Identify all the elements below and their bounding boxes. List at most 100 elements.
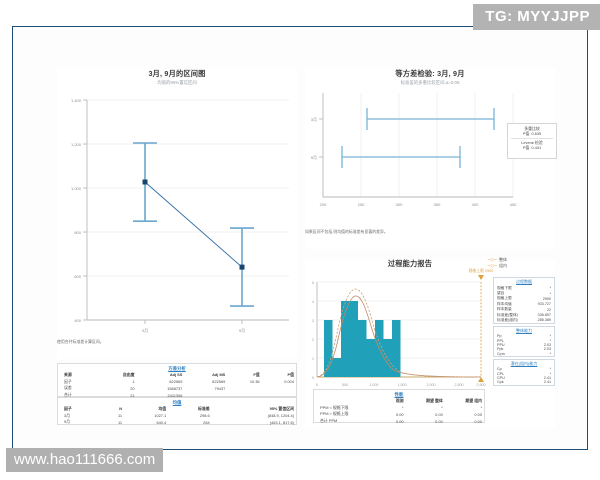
list-item: 规格上限 2900 [494,296,554,301]
interval-plot-footnote: 使用合并标准差计算区间。 [57,339,104,344]
anova-r0c5: 0.004 [284,379,294,385]
vtest-xtick-450: 450 [510,202,517,207]
means-col-factor: 因子 [64,405,72,411]
anova-r2c0: 合计 [64,392,72,398]
performance-table: 观测 期望 整体 期望 组内 PPM < 规格下限 * * * PPM > 规格… [314,398,484,425]
wc-v2: 2.41 [543,375,551,380]
interval-plot-panel: 3月, 9月的区间图 均值的95%置信区间 [57,69,297,359]
wc-k0: Cp [497,367,502,372]
anova-r1c1: 20 [130,385,135,391]
pd-v2: 2900 [542,296,551,301]
cap-xtick-2500: 2,500 [455,383,464,387]
vtest-multi-label: 多重比较 [524,125,540,131]
interval-ytick-400: 400 [74,318,81,323]
anova-r0c0: 因子 [64,378,72,384]
oc-v4: * [549,351,551,356]
list-item: PPL * [494,339,554,343]
list-item: 样本均值 933.727 [494,302,554,307]
list-item: CPU 2.41 [494,376,554,380]
vtest-levene-p: P值 0.441 [511,145,553,150]
oc-k2: PPU [497,343,505,348]
anova-r2c2: 2411306 [167,392,183,398]
vtest-interval-group-1 [366,108,495,130]
vtest-levene-p-label: P值 [522,145,530,151]
list-item: Ppk 2.03 [494,347,554,351]
perf-col-within: 期望 组内 [465,397,482,403]
cap-ytick-1: 1 [312,357,314,361]
means-col-ci: 95% 置信区间 [269,405,294,411]
anova-table: 来源 自由度 Adj SS Adj MS F值 P值 因子 1 822569 8… [58,372,296,399]
legend-label-overall: 整体 [499,257,507,262]
interval-plot-title: 3月, 9月的区间图 [148,69,206,78]
perf-col-blank [314,398,383,405]
cap-ytick-4: 4 [312,300,314,304]
pd-v4: 22 [546,307,551,312]
list-item: Cp * [494,367,554,371]
process-data-caption: 过程数据 [516,279,532,284]
histogram-bar [349,301,358,377]
capability-legend: –◇– 整体 –◇– 组内 [488,257,507,269]
table-row: PPM > 规格上限 0.00 0.00 0.00 [314,411,484,418]
table-row: 因子 1 822569 822569 10.36 0.004 [58,378,296,385]
interval-ytick-600: 600 [74,274,81,279]
perf-r1c1: 0.00 [395,411,404,417]
interval-mean-marker-2 [239,264,245,270]
anova-r1c3: 79437 [214,385,226,391]
pd-k1: 望目 [497,291,505,296]
within-capability-caption: 潜在(组内)能力 [510,360,538,366]
interval-mean-marker-1 [142,179,148,185]
means-table: 因子 N 均值 标准差 95% 置信区间 3月 11 1027.1 298.6 … [58,406,296,426]
oc-v1: * [549,338,551,343]
perf-r1c3: 0.00 [474,411,482,417]
capability-histogram-svg: 5 4 3 2 1 0 [312,268,493,387]
variance-test-title: 等方差检验: 3月, 9月 [395,69,465,78]
pd-k2: 规格上限 [497,296,512,301]
means-r0c2: 1027.1 [154,413,167,419]
vtest-levene-label: Levene 检验 [521,140,543,146]
perf-r2-label: 合计 PPM [320,418,338,424]
list-item: 望目 * [494,291,554,296]
perf-r2c1: 0.00 [395,418,404,424]
oc-k0: Pp [497,334,502,339]
anova-col-f: F值 [253,371,260,377]
means-table-box: 均值 因子 N 均值 标准差 95% 置信区间 3月 11 1027.1 298… [57,397,297,425]
watermark-top-right: TG: MYYJJPP [473,4,600,30]
usl-marker-top-icon [478,275,484,280]
wc-k3: Cpk [497,380,504,385]
vtest-xtick-350: 350 [434,202,441,207]
cap-xtick-0: 0 [316,383,318,387]
perf-r0c2: * [441,405,443,411]
legend-item-overall: –◇– 整体 [488,257,507,263]
perf-r1-label: PPM > 规格上限 [320,411,349,417]
performance-header-row: 观测 期望 整体 期望 组内 [314,398,484,405]
list-item: Cpm * [494,352,554,356]
means-header-row: 因子 N 均值 标准差 95% 置信区间 [58,406,296,413]
pd-k4: 样本数量 [497,307,512,312]
pd-k6: 标准差(组内) [497,317,518,322]
means-caption: 均值 [172,399,182,405]
vtest-ytick-mar: 3月 [311,117,317,122]
perf-r2c3: 0.00 [474,418,482,424]
means-col-n: N [119,406,123,412]
table-row: 误差 20 1588737 79437 [58,385,296,392]
list-item: Cpk 2.41 [494,380,554,384]
means-col-sd: 标准差 [197,405,210,411]
variance-test-footnote: 如果区间不包括,则均值的标准差有显著的差异。 [305,229,388,234]
variance-test-panel: 等方差检验: 3月, 9月 标准差的多重比较区间,α=0.05 3月 9月 [305,69,555,249]
means-r1c1: 11 [118,419,123,425]
oc-k4: Cpm [497,351,505,356]
cap-ytick-2: 2 [312,338,314,342]
cap-xtick-1000: 1,000 [370,383,379,387]
within-capability-table: Cp * CPL * CPU 2.41 Cpk 2.41 [494,367,554,385]
perf-col-overall: 期望 整体 [426,397,443,403]
means-r1c3: 264 [203,419,210,425]
performance-table-box: 性能 观测 期望 整体 期望 组内 PPM < 规格下限 * * * PPM >… [313,389,485,425]
vtest-multi-p-value: 0.635 [531,130,542,136]
list-item: CPL * [494,371,554,376]
watermark-bottom-left: www.hao111666.com [6,448,164,472]
wc-k1: CPL [497,371,505,376]
means-r1c0: 9月 [64,419,71,425]
cap-ytick-5: 5 [312,281,314,285]
table-row: 9月 11 640.4 264 (463.1, 817.6) [58,419,296,426]
cap-xtick-2900: 2,900 [477,383,486,387]
